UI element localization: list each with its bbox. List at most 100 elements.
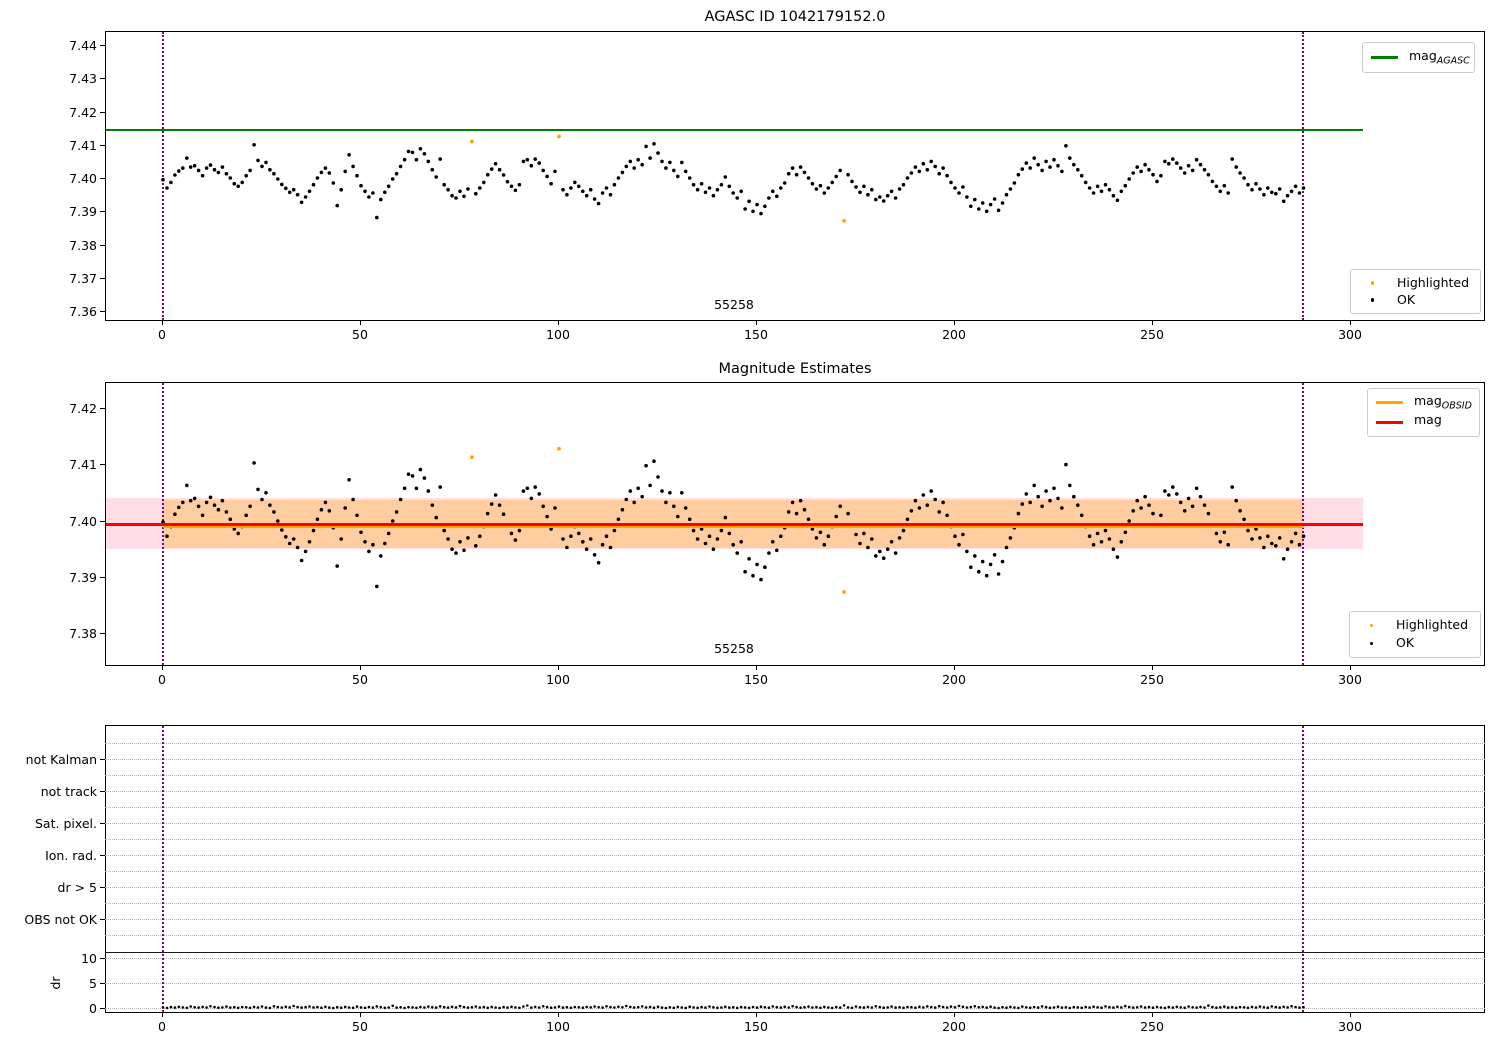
dr-point	[185, 1006, 189, 1010]
flag-tick-mark	[100, 758, 105, 760]
ok-point	[513, 188, 518, 193]
ok-point	[826, 534, 831, 538]
dr-point	[1017, 1006, 1020, 1010]
ok-point	[478, 534, 482, 538]
ok-point	[687, 176, 692, 180]
ok-point	[303, 549, 308, 554]
ok-point	[291, 537, 296, 541]
dr-point	[197, 1006, 200, 1009]
ok-point	[394, 510, 399, 514]
dr-point	[244, 1006, 248, 1009]
ok-point	[854, 532, 858, 537]
ok-point	[236, 184, 240, 189]
dr-point	[1009, 1005, 1012, 1009]
ok-point	[1020, 167, 1025, 171]
ok-point	[1040, 168, 1044, 173]
ok-point	[925, 503, 930, 507]
ok-point	[430, 503, 435, 507]
x-tick-label: 100	[546, 672, 570, 687]
ok-point	[616, 176, 621, 180]
ok-point	[398, 497, 403, 502]
flag-gridline	[105, 855, 1485, 856]
x-tick-mark	[161, 321, 163, 325]
plot1-line-legend[interactable]: magAGASC	[1362, 42, 1475, 73]
x-tick-mark	[1349, 666, 1351, 670]
ok-point	[529, 496, 534, 501]
ok-point	[402, 486, 407, 491]
ok-point	[862, 184, 866, 189]
dr-point	[482, 1005, 486, 1009]
ok-point	[588, 187, 593, 192]
dr-point	[1036, 1006, 1040, 1009]
ok-point	[608, 545, 613, 550]
dr-point	[423, 1006, 426, 1009]
plot2-title: Magnitude Estimates	[718, 361, 872, 377]
dr-point	[470, 1006, 474, 1009]
ok-point	[422, 152, 427, 156]
dr-point	[264, 1006, 268, 1009]
ok-point	[984, 209, 989, 214]
ok-point	[446, 537, 450, 541]
x-tick-label: 250	[1140, 327, 1164, 342]
flag-gridline	[105, 775, 1485, 776]
dr-point	[886, 1006, 889, 1009]
dr-point	[1072, 1005, 1076, 1009]
dr-point	[716, 1006, 719, 1010]
dr-point	[1191, 1006, 1194, 1009]
dr-scatter	[161, 1004, 1305, 1010]
y-tick-label: 7.42	[69, 104, 97, 120]
highlighted-point	[842, 590, 846, 594]
ok-point	[549, 181, 553, 186]
ok-point	[858, 541, 862, 546]
ok-point	[244, 513, 248, 518]
dr-point	[1135, 1006, 1139, 1009]
ok-point	[581, 540, 585, 544]
x-tick-mark	[161, 1013, 163, 1017]
ok-point	[454, 196, 458, 200]
dr-point	[890, 1005, 893, 1008]
plot1-point-legend[interactable]: Highlighted OK	[1350, 269, 1481, 314]
dr-point	[328, 1006, 331, 1009]
dr-point	[1005, 1006, 1008, 1009]
ok-point	[1032, 483, 1036, 488]
flag-label: dr > 5	[57, 879, 97, 895]
ok-point	[1234, 165, 1238, 169]
ok-point	[1032, 156, 1036, 160]
ok-point	[319, 170, 324, 175]
ok-point	[1123, 530, 1128, 535]
ok-point	[434, 515, 439, 520]
x-tick-label: 200	[942, 672, 966, 687]
dr-point	[1282, 1005, 1285, 1009]
ok-point	[565, 192, 569, 197]
legend-label: OK	[1397, 291, 1416, 307]
ok-point	[980, 559, 985, 564]
ok-point	[878, 195, 882, 199]
ok-point	[1238, 171, 1242, 175]
ok-point	[905, 517, 910, 522]
ok-point	[204, 166, 209, 170]
ok-point	[889, 189, 894, 194]
dr-point	[747, 1006, 751, 1010]
ok-point	[1163, 159, 1167, 164]
ok-point	[1289, 189, 1294, 194]
x-tick-label: 300	[1338, 327, 1362, 342]
dr-point	[415, 1006, 418, 1010]
ok-point	[541, 504, 545, 509]
dr-point	[763, 1006, 767, 1009]
dr-point	[704, 1006, 707, 1009]
ok-point	[248, 504, 252, 509]
ok-point	[806, 517, 811, 522]
x-tick-mark	[359, 321, 361, 325]
ok-point	[949, 180, 953, 185]
flag-tick-mark	[100, 790, 105, 792]
plot2-point-legend[interactable]: Highlighted OK	[1349, 611, 1481, 658]
ok-point	[608, 192, 613, 197]
ok-point	[881, 199, 886, 203]
ok-point	[569, 186, 573, 190]
plot2-line-legend[interactable]: magOBSID mag	[1367, 388, 1480, 437]
dr-point	[969, 1005, 973, 1009]
ok-point	[600, 542, 605, 547]
ok-point	[588, 537, 593, 541]
dr-point	[585, 1005, 588, 1009]
